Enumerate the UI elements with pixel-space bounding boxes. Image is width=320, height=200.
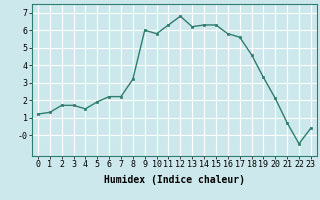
X-axis label: Humidex (Indice chaleur): Humidex (Indice chaleur): [104, 175, 245, 185]
